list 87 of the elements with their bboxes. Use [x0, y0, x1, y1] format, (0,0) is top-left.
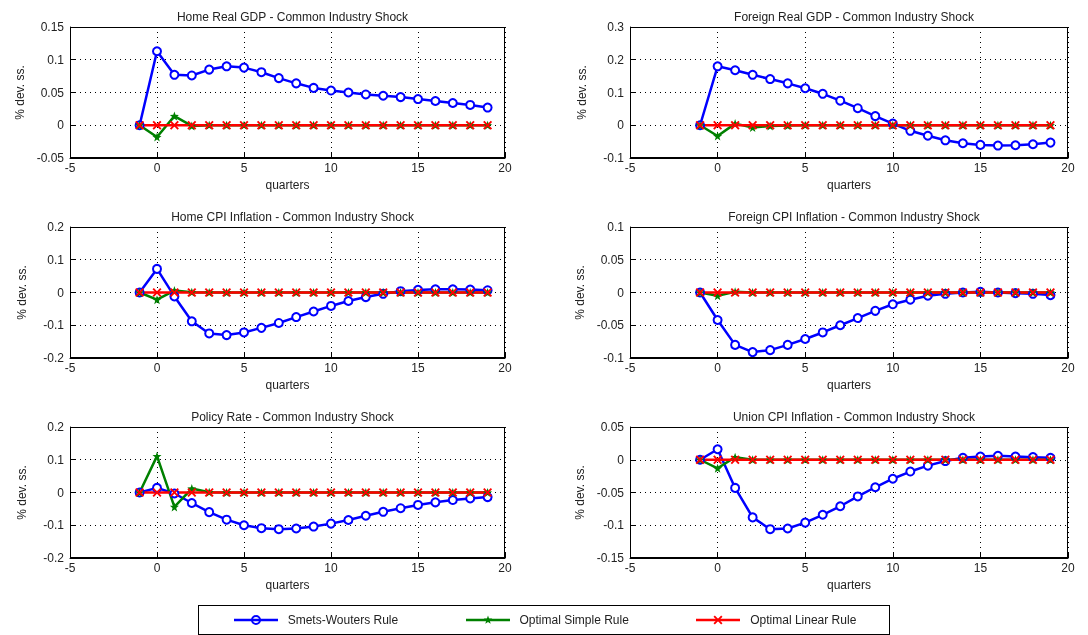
y-axis-title: % dev. ss. — [15, 265, 29, 320]
y-tick-label: -0.1 — [43, 518, 65, 533]
y-tick-label: -0.2 — [43, 351, 65, 365]
chart-title: Union CPI Inflation - Common Industry Shock — [732, 410, 977, 424]
x-tick-label: 20 — [1061, 561, 1075, 575]
x-tick-label: 0 — [714, 361, 722, 375]
x-tick-label: 20 — [1061, 361, 1075, 375]
x-tick-label: -5 — [624, 161, 636, 175]
y-tick-label: 0.1 — [47, 452, 65, 467]
y-tick-label: -0.2 — [43, 551, 65, 565]
x-axis-title: quarters — [826, 577, 872, 592]
x-tick-label: 10 — [886, 161, 900, 175]
x-tick-label: 20 — [1061, 161, 1075, 175]
x-tick-label: -5 — [64, 361, 76, 375]
y-tick-label: 0.1 — [47, 52, 65, 67]
x-tick-label: 5 — [801, 361, 809, 375]
x-tick-label: 10 — [886, 361, 900, 375]
y-tick-label: 0 — [57, 285, 65, 300]
chart-title: Foreign Real GDP - Common Industry Shock — [734, 10, 975, 24]
x-tick-label: 15 — [973, 161, 988, 175]
y-tick-label: -0.15 — [596, 551, 625, 565]
y-axis-title: % dev. ss. — [575, 65, 589, 120]
chart-title: Foreign CPI Inflation - Common Industry Shock — [728, 210, 981, 224]
y-tick-label: 0.2 — [607, 52, 625, 67]
y-tick-label: 0.1 — [607, 220, 625, 234]
y-tick-label: -0.1 — [43, 318, 65, 333]
x-tick-label: 15 — [411, 361, 425, 375]
x-axis-title: quarters — [826, 177, 872, 192]
y-tick-label: -0.05 — [596, 485, 625, 500]
x-tick-label: 5 — [240, 561, 248, 575]
x-tick-label: -5 — [624, 361, 636, 375]
y-axis-title: % dev. ss. — [572, 265, 587, 320]
y-tick-label: -0.1 — [603, 351, 625, 365]
x-tick-label: 5 — [801, 161, 809, 175]
legend-label: Optimal Simple Rule — [518, 612, 629, 628]
y-tick-label: 0.05 — [600, 420, 625, 434]
y-tick-label: 0.05 — [40, 85, 65, 100]
x-tick-label: 10 — [886, 561, 900, 575]
x-axis-title: quarters — [265, 377, 310, 392]
chart-title: Home CPI Inflation - Common Industry Shock — [171, 210, 415, 224]
y-axis-title: % dev. ss. — [12, 65, 27, 120]
x-tick-label: 0 — [153, 161, 161, 175]
x-tick-label: 20 — [498, 161, 512, 175]
x-tick-label: 10 — [324, 561, 338, 575]
y-tick-label: 0.05 — [600, 252, 625, 267]
x-tick-label: 0 — [153, 361, 161, 375]
x-tick-label: 15 — [973, 561, 988, 575]
x-tick-label: 15 — [411, 561, 425, 575]
chart-title: Home Real GDP - Common Industry Shock — [176, 10, 410, 24]
x-axis-title: quarters — [265, 177, 310, 192]
y-tick-label: 0 — [57, 485, 65, 500]
y-tick-label: -0.05 — [596, 318, 625, 333]
x-tick-label: 20 — [498, 361, 512, 375]
y-tick-label: 0.2 — [47, 420, 65, 434]
x-tick-label: 5 — [240, 361, 248, 375]
y-tick-label: 0.3 — [607, 20, 625, 34]
y-tick-label: -0.1 — [603, 518, 625, 533]
x-tick-label: -5 — [64, 161, 76, 175]
y-tick-label: -0.05 — [36, 151, 65, 165]
legend-label: Optimal Linear Rule — [749, 612, 857, 628]
x-axis-title: quarters — [826, 377, 872, 392]
y-tick-label: 0.15 — [40, 20, 65, 34]
y-tick-label: -0.1 — [603, 151, 625, 165]
y-axis-title: % dev. ss. — [572, 465, 587, 520]
chart-title: Policy Rate - Common Industry Shock — [191, 410, 395, 424]
x-tick-label: 15 — [411, 161, 425, 175]
y-tick-label: 0.1 — [607, 85, 625, 100]
legend-label: Smets-Wouters Rule — [286, 612, 399, 628]
y-tick-label: 0 — [57, 118, 65, 133]
y-tick-label: 0 — [617, 452, 625, 467]
x-tick-label: -5 — [64, 561, 76, 575]
x-tick-label: 10 — [324, 361, 338, 375]
y-axis-title: % dev. ss. — [15, 465, 29, 520]
y-tick-label: 0.1 — [47, 252, 65, 267]
x-tick-label: 5 — [801, 561, 809, 575]
x-tick-label: 0 — [714, 561, 722, 575]
x-tick-label: 0 — [714, 161, 722, 175]
x-axis-title: quarters — [265, 577, 310, 592]
x-tick-label: -5 — [624, 561, 636, 575]
x-tick-label: 0 — [153, 561, 161, 575]
y-tick-label: 0 — [617, 285, 625, 300]
x-tick-label: 15 — [973, 361, 988, 375]
x-tick-label: 10 — [324, 161, 338, 175]
y-tick-label: 0 — [617, 118, 625, 133]
x-tick-label: 5 — [240, 161, 248, 175]
y-tick-label: 0.2 — [47, 220, 65, 234]
x-tick-label: 20 — [498, 561, 512, 575]
